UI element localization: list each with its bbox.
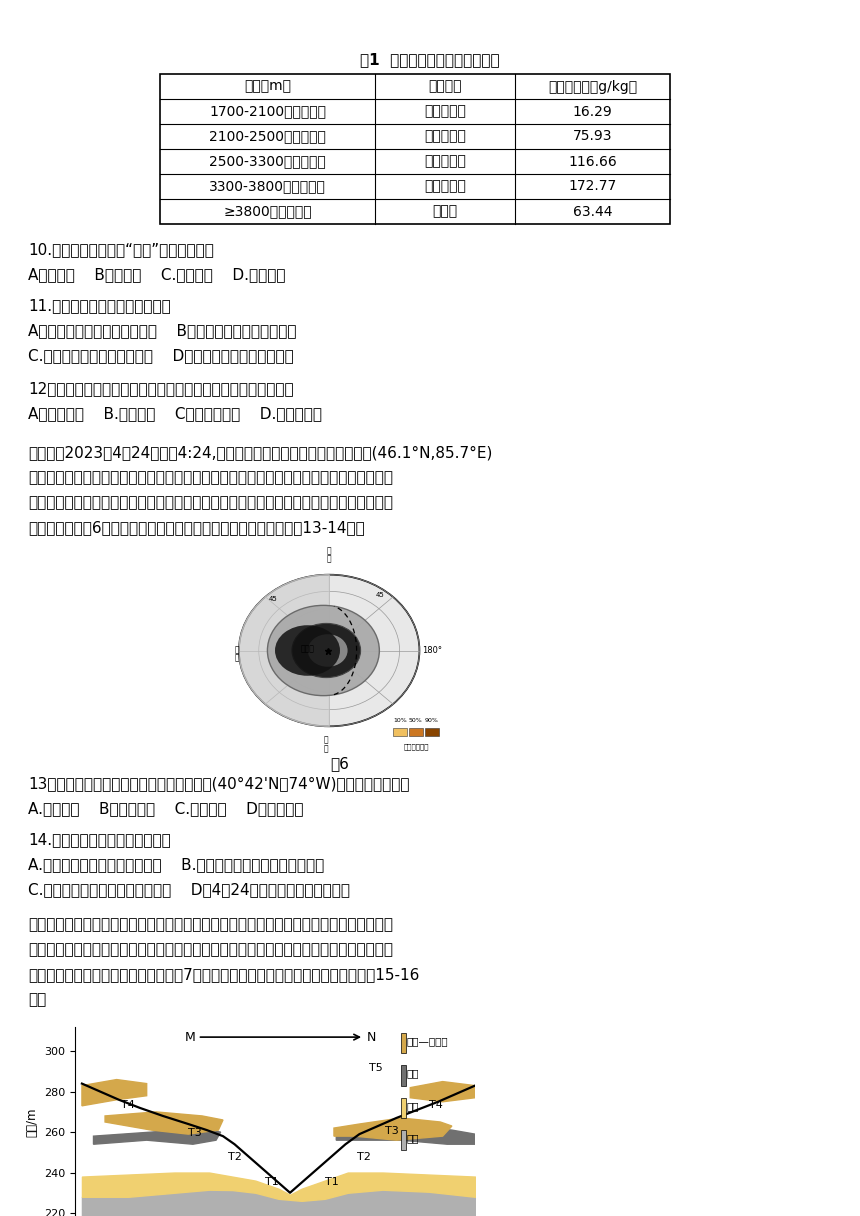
Text: T3: T3	[385, 1126, 399, 1136]
Text: 172.77: 172.77	[568, 180, 617, 193]
Text: 16.29: 16.29	[573, 105, 612, 118]
Bar	[408, 728, 423, 736]
Text: 小概率事件。图6示意今年某日北半球极光卵的分布位置，据此完成13-14题。: 小概率事件。图6示意今年某日北半球极光卵的分布位置，据此完成13-14题。	[28, 520, 365, 535]
Text: 表1  山脉北坡土壤垂直分布状况: 表1 山脉北坡土壤垂直分布状况	[360, 52, 500, 67]
Y-axis label: 海拔/m: 海拔/m	[26, 1108, 39, 1137]
Text: A.日出东南    B．日正中天    C.日中偏西    D．日落西山: A.日出东南 B．日正中天 C.日中偏西 D．日落西山	[28, 801, 304, 816]
Text: 山地栗钙土: 山地栗钙土	[424, 129, 466, 143]
Polygon shape	[94, 1128, 221, 1144]
Text: 1700-2100（山麓带）: 1700-2100（山麓带）	[209, 105, 326, 118]
Text: ≥3800（高山带）: ≥3800（高山带）	[224, 204, 312, 219]
Text: 11.关于此山北坡的叙述正确的是: 11.关于此山北坡的叙述正确的是	[28, 298, 171, 313]
Text: 灌丛草甸土: 灌丛草甸土	[424, 180, 466, 193]
Bar	[401, 1130, 406, 1150]
Text: 14.据图分析，下列叙述正确的是: 14.据图分析，下列叙述正确的是	[28, 832, 171, 848]
Text: 极
夜: 极 夜	[235, 646, 239, 663]
Text: 黄土—古土壤: 黄土—古土壤	[407, 1036, 448, 1046]
Text: 砾石: 砾石	[407, 1069, 419, 1079]
Text: A．山麓带炎热干燥，覆盖荒漠    B．中低山降水多，植被葱郁: A．山麓带炎热干燥，覆盖荒漠 B．中低山降水多，植被葱郁	[28, 323, 297, 338]
Text: 极
昏: 极 昏	[323, 736, 328, 753]
Text: 90%: 90%	[425, 717, 439, 722]
Text: 180°: 180°	[421, 646, 442, 655]
Text: 45: 45	[268, 596, 278, 602]
Ellipse shape	[275, 625, 340, 676]
Text: 2500-3300（中高山）: 2500-3300（中高山）	[209, 154, 326, 169]
Bar	[160, 74, 670, 224]
Text: 图6: 图6	[330, 756, 349, 771]
Text: 75.93: 75.93	[573, 129, 612, 143]
Text: M: M	[185, 1031, 195, 1043]
Text: 寒漠土: 寒漠土	[433, 204, 458, 219]
Text: A.极光卵在晨昏线两侧对称分布    B.南半球极光卵昼半球宽夜半球窄: A.极光卵在晨昏线两侧对称分布 B.南半球极光卵昼半球宽夜半球窄	[28, 857, 324, 872]
Polygon shape	[334, 1118, 452, 1141]
Text: 3300-3800（中高山）: 3300-3800（中高山）	[209, 180, 326, 193]
Text: 极光可见概率: 极光可见概率	[404, 744, 429, 750]
Bar	[401, 1065, 406, 1086]
Text: C.极点附近几无极光是极昼所致，    D．4月24日极光卵向更低纬度扩展: C.极点附近几无极光是极昼所致， D．4月24日极光卵向更低纬度扩展	[28, 882, 350, 897]
Text: T5: T5	[369, 1064, 383, 1074]
Text: 海拔（m）: 海拔（m）	[244, 79, 291, 94]
Text: N: N	[367, 1031, 376, 1043]
Polygon shape	[105, 1111, 223, 1135]
Polygon shape	[410, 1081, 475, 1102]
Text: 森林灰褐土: 森林灰褐土	[424, 154, 466, 169]
Text: 北京时间2023年4月24日凌晨4:24,我国摄影师在新疆克拉玛依市乌尔禾区(46.1°N,85.7°E): 北京时间2023年4月24日凌晨4:24,我国摄影师在新疆克拉玛依市乌尔禾区(4…	[28, 445, 493, 460]
Text: A．夏季风    B．冬季风    C.盛行西风    D.极地东风: A．夏季风 B．冬季风 C.盛行西风 D.极地东风	[28, 268, 286, 282]
Text: T4: T4	[121, 1099, 135, 1110]
Ellipse shape	[267, 606, 379, 696]
Text: T1: T1	[325, 1177, 339, 1187]
Text: 砂层: 砂层	[407, 1100, 419, 1111]
Text: T2: T2	[357, 1153, 371, 1162]
Ellipse shape	[292, 624, 360, 677]
Text: 2100-2500（中低山）: 2100-2500（中低山）	[209, 129, 326, 143]
Polygon shape	[82, 1080, 147, 1105]
Text: C.高山带寒冷干燥，植被低矮    D．中高山半干旱，植被稀少: C.高山带寒冷干燥，植被低矮 D．中高山半干旱，植被稀少	[28, 348, 294, 364]
Text: 50%: 50%	[409, 717, 423, 722]
Text: 拍摄到了一组珍贵的极光照片。极光是太阳带电粒子在地球两极沉降并轰击高层大气产生的: 拍摄到了一组珍贵的极光照片。极光是太阳带电粒子在地球两极沉降并轰击高层大气产生的	[28, 471, 393, 485]
Text: 表层有机质（g/kg）: 表层有机质（g/kg）	[548, 79, 637, 94]
Text: T2: T2	[228, 1153, 242, 1162]
Bar	[425, 728, 439, 736]
Text: 10%: 10%	[393, 717, 407, 722]
Text: A．气温更低    B.降水更多    C．坡度更平缓    D.生物量更大: A．气温更低 B.降水更多 C．坡度更平缓 D.生物量更大	[28, 406, 322, 421]
Text: T3: T3	[188, 1128, 202, 1138]
Text: 63.44: 63.44	[573, 204, 612, 219]
Text: 极
昼: 极 昼	[327, 546, 331, 564]
Polygon shape	[239, 575, 329, 726]
Text: 土壤类型: 土壤类型	[428, 79, 462, 94]
Text: 转换期。气候和植被变化导致的海平面升降和河流含沙量变化，影响了河流的侵蚀一沉积过: 转换期。气候和植被变化导致的海平面升降和河流含沙量变化，影响了河流的侵蚀一沉积过	[28, 942, 393, 957]
Polygon shape	[336, 1126, 475, 1144]
Text: T1: T1	[265, 1177, 279, 1187]
Text: 程，进而导致了阶地的形成争保存。图7示意汉江上游某处两岸阶地的分布，据此完成15-16: 程，进而导致了阶地的形成争保存。图7示意汉江上游某处两岸阶地的分布，据此完成15…	[28, 967, 420, 983]
Ellipse shape	[308, 635, 347, 666]
Text: 光极点: 光极点	[301, 644, 315, 653]
Text: 45: 45	[376, 592, 384, 598]
Ellipse shape	[239, 575, 420, 726]
Text: 13．我国摄影师在乌尔禾拍摄照片时，纽约(40°42'N，74°W)摄影爱好者正经历: 13．我国摄影师在乌尔禾拍摄照片时，纽约(40°42'N，74°W)摄影爱好者正…	[28, 776, 409, 790]
Text: 基岩: 基岩	[407, 1133, 419, 1143]
Text: T4: T4	[429, 1099, 443, 1110]
Bar	[393, 728, 407, 736]
Text: 10.该山成为我国西北“湿岛”最主要得益于: 10.该山成为我国西北“湿岛”最主要得益于	[28, 242, 214, 257]
Text: 山地灰钙土: 山地灰钙土	[424, 105, 466, 118]
Bar	[401, 1098, 406, 1118]
Text: 12．北坡灌丛草甸土较森林灰褐土表层有机质含量更高的原因是: 12．北坡灌丛草甸土较森林灰褐土表层有机质含量更高的原因是	[28, 381, 293, 396]
Text: 题。: 题。	[28, 992, 46, 1007]
Bar	[401, 1034, 406, 1053]
Text: 河流对气候变化响应敏感，研究发现，汉江上游的两岸阶地大多形成于间冰期一冰期的气候: 河流对气候变化响应敏感，研究发现，汉江上游的两岸阶地大多形成于间冰期一冰期的气候	[28, 917, 393, 931]
Text: 发光现象，因而极光带呈现为两个围绕极点的椭环形区域（极光卵），在我国出现极光是极: 发光现象，因而极光带呈现为两个围绕极点的椭环形区域（极光卵），在我国出现极光是极	[28, 495, 393, 510]
Text: 116.66: 116.66	[568, 154, 617, 169]
